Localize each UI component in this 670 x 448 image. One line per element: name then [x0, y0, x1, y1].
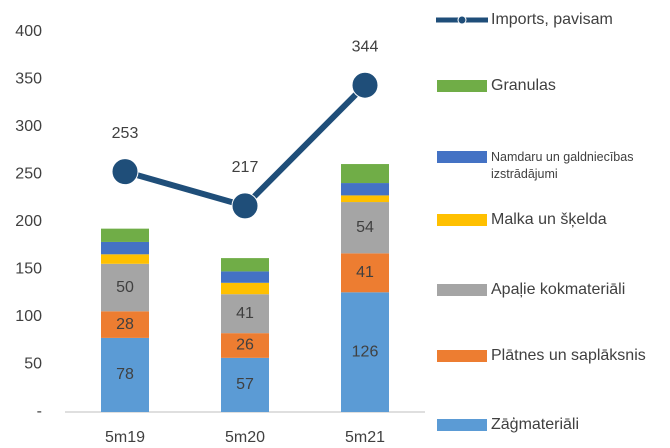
legend-label: Apaļie kokmateriāli: [491, 281, 626, 298]
legend-label: Granulas: [491, 77, 556, 94]
y-tick-label: 300: [15, 118, 42, 135]
bar-segment: [221, 294, 269, 334]
bar-segment: [341, 253, 389, 293]
x-tick-label: 5m21: [345, 429, 385, 446]
legend-label: Plātnes un saplāksnis: [491, 347, 646, 364]
legend-marker: [457, 15, 467, 25]
data-label: 54: [356, 219, 374, 236]
legend-label: Zāģmateriāli: [491, 416, 580, 433]
y-tick-label: 150: [15, 261, 42, 278]
line-marker: [111, 158, 139, 186]
legend-swatch: [437, 350, 487, 362]
data-label: 126: [352, 343, 379, 360]
bar-segment: [101, 241, 149, 255]
x-tick-label: 5m19: [105, 429, 145, 446]
bar-segment: [341, 183, 389, 196]
bar-segment: [341, 292, 389, 412]
legend-swatch: [437, 284, 487, 296]
y-tick-label: -: [37, 403, 42, 420]
bar-segment: [101, 254, 149, 264]
y-tick-label: 200: [15, 213, 42, 230]
data-label: 28: [116, 316, 134, 333]
y-tick-label: 350: [15, 71, 42, 88]
data-label: 217: [232, 159, 259, 176]
y-tick-label: 250: [15, 166, 42, 183]
bar-segment: [101, 228, 149, 242]
bar-segment: [101, 311, 149, 338]
bar-segment: [101, 337, 149, 412]
bar-segment: [341, 195, 389, 203]
data-label: 41: [236, 305, 254, 322]
legend-swatch: [437, 419, 487, 431]
bar-segment: [221, 258, 269, 272]
y-tick-label: 400: [15, 23, 42, 40]
x-tick-label: 5m20: [225, 429, 265, 446]
legend-label: Namdaru un galdniecības izstrādājumi: [491, 150, 634, 181]
bar-segment: [221, 357, 269, 412]
legend-swatch: [437, 151, 487, 163]
y-tick-label: 100: [15, 308, 42, 325]
data-label: 26: [236, 337, 254, 354]
bar-segment: [101, 263, 149, 312]
line-marker: [351, 71, 379, 99]
data-label: 57: [236, 376, 254, 393]
legend-swatch: [437, 80, 487, 92]
data-label: 41: [356, 264, 374, 281]
legend-swatch: [437, 214, 487, 226]
bar-segment: [341, 164, 389, 184]
data-label: 253: [112, 125, 139, 142]
line-marker: [231, 192, 259, 220]
y-tick-label: 50: [24, 356, 42, 373]
data-label: 50: [116, 279, 134, 296]
bar-segment: [341, 202, 389, 254]
bar-segment: [221, 271, 269, 283]
data-label: 344: [352, 38, 379, 55]
data-label: 78: [116, 366, 134, 383]
legend-label: Malka un šķelda: [491, 211, 607, 228]
legend-label: Imports, pavisam: [491, 11, 613, 28]
bar-segment: [221, 282, 269, 295]
line: [124, 83, 368, 210]
bar-segment: [221, 333, 269, 358]
